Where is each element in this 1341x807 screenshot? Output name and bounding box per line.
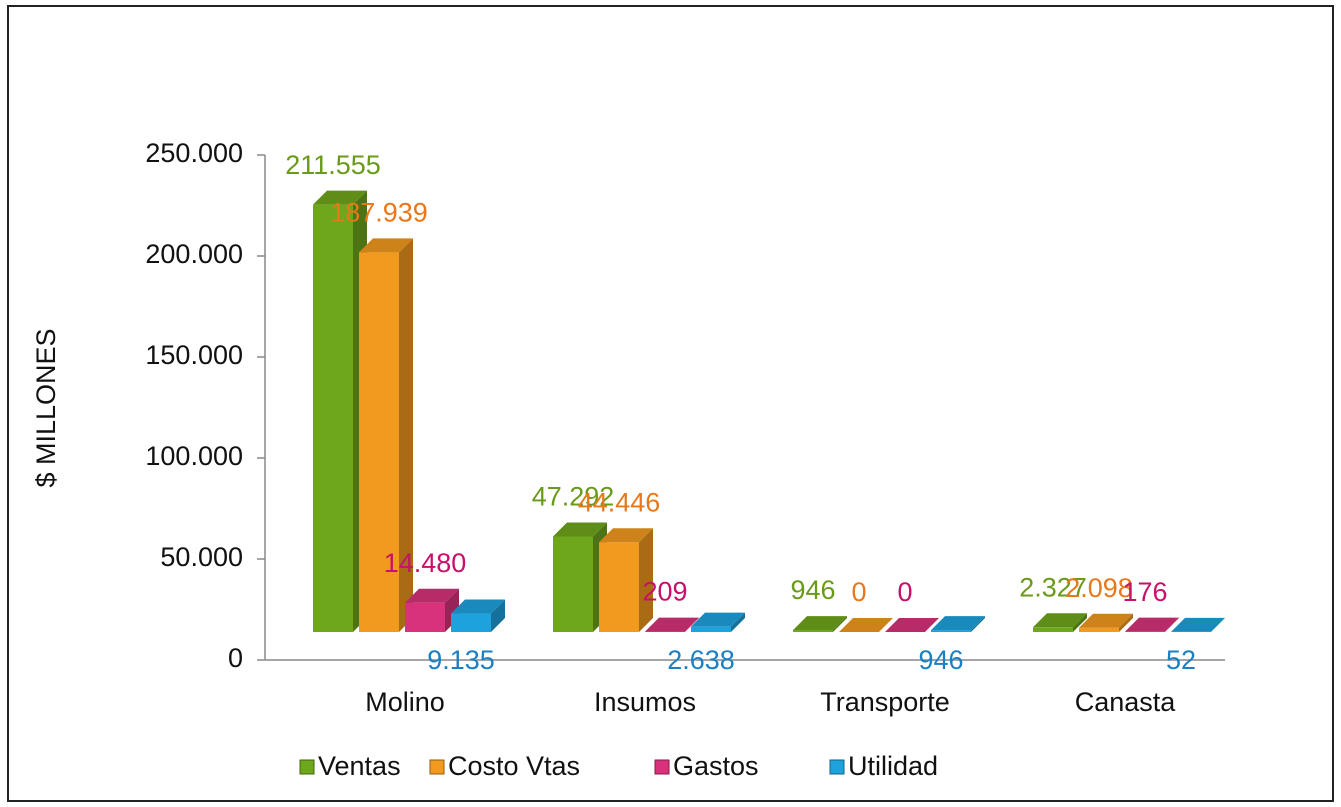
- bar-side: [1073, 613, 1087, 632]
- bar-front: [405, 602, 445, 632]
- bar-front: [553, 536, 593, 632]
- bar-top: [1033, 613, 1087, 628]
- bar-side: [1165, 617, 1179, 632]
- x-tick-label: Molino: [365, 687, 445, 717]
- bar-side: [685, 617, 699, 632]
- bar-top: [1171, 617, 1225, 632]
- value-label: 176: [1122, 577, 1167, 607]
- bar-side: [971, 616, 985, 632]
- bar: [885, 618, 939, 632]
- bar-top: [885, 618, 939, 632]
- bar-top: [931, 616, 985, 631]
- bar-top: [599, 528, 653, 543]
- x-tick-label: Insumos: [594, 687, 696, 717]
- y-tick-label: 250.000: [145, 138, 243, 168]
- bar: [1033, 613, 1087, 632]
- value-label: 187.939: [330, 197, 428, 227]
- value-label: 2.327: [1019, 572, 1087, 602]
- bar-front: [931, 630, 971, 632]
- value-label: 9.135: [427, 645, 495, 675]
- bar: [405, 588, 459, 632]
- legend-swatch: [429, 759, 445, 775]
- y-tick-label: 0: [228, 643, 243, 673]
- legend-label: Costo Vtas: [448, 751, 580, 781]
- bar-front: [1033, 627, 1073, 632]
- bar: [1171, 617, 1225, 632]
- y-tick-label: 100.000: [145, 441, 243, 471]
- chart-frame: [7, 5, 1334, 802]
- bar-front: [793, 630, 833, 632]
- bar-top: [645, 617, 699, 632]
- bar: [313, 190, 367, 632]
- value-label: 44.446: [578, 487, 661, 517]
- bar-side: [639, 528, 653, 632]
- legend-label: Utilidad: [848, 751, 938, 781]
- value-label: 47.292: [532, 482, 615, 512]
- value-label: 946: [918, 645, 963, 675]
- bar-top: [1079, 613, 1133, 628]
- value-label: 209: [642, 577, 687, 607]
- bar-top: [313, 190, 367, 205]
- bar-top: [839, 618, 893, 632]
- bar-side: [1211, 617, 1225, 632]
- bar-side: [731, 612, 745, 632]
- y-axis-label: $ MILLONES: [31, 328, 61, 487]
- bar: [691, 612, 745, 632]
- value-label: 211.555: [285, 150, 381, 180]
- bar-top: [691, 612, 745, 627]
- bar-front: [451, 613, 491, 632]
- y-tick-label: 150.000: [145, 340, 243, 370]
- bar-side: [491, 599, 505, 632]
- value-label: 52: [1166, 645, 1196, 675]
- bar: [599, 528, 653, 632]
- y-tick-label: 50.000: [160, 542, 243, 572]
- bar-side: [833, 616, 847, 632]
- value-label: 0: [897, 577, 912, 607]
- legend-label: Gastos: [673, 751, 759, 781]
- bar-top: [1125, 617, 1179, 632]
- legend-label: Ventas: [318, 751, 401, 781]
- legend-swatch: [299, 759, 315, 775]
- bar-top: [405, 588, 459, 603]
- value-label: 2.098: [1065, 573, 1133, 603]
- bar-front: [1079, 627, 1119, 632]
- x-tick-label: Canasta: [1075, 687, 1177, 717]
- bar-top: [793, 616, 847, 631]
- bar: [451, 599, 505, 632]
- bar-top: [359, 238, 413, 253]
- bar-front: [599, 542, 639, 632]
- bar-side: [399, 238, 413, 632]
- bar: [359, 238, 413, 632]
- bar: [1079, 613, 1133, 632]
- bar: [1125, 617, 1179, 632]
- bar-front: [313, 204, 353, 632]
- bar-side: [1119, 613, 1133, 632]
- legend-swatch: [829, 759, 845, 775]
- bar: [645, 617, 699, 632]
- bar-front: [359, 252, 399, 632]
- bar: [553, 522, 607, 632]
- bar: [931, 616, 985, 632]
- value-label: 0: [851, 577, 866, 607]
- bar: [839, 618, 893, 632]
- value-label: 946: [790, 575, 835, 605]
- x-tick-label: Transporte: [820, 687, 950, 717]
- legend-swatch: [654, 759, 670, 775]
- bar-top: [451, 599, 505, 614]
- bar-front: [691, 626, 731, 632]
- bar-top: [553, 522, 607, 537]
- y-tick-label: 200.000: [145, 239, 243, 269]
- value-label: 14.480: [384, 548, 467, 578]
- value-label: 2.638: [667, 645, 735, 675]
- bar: [793, 616, 847, 632]
